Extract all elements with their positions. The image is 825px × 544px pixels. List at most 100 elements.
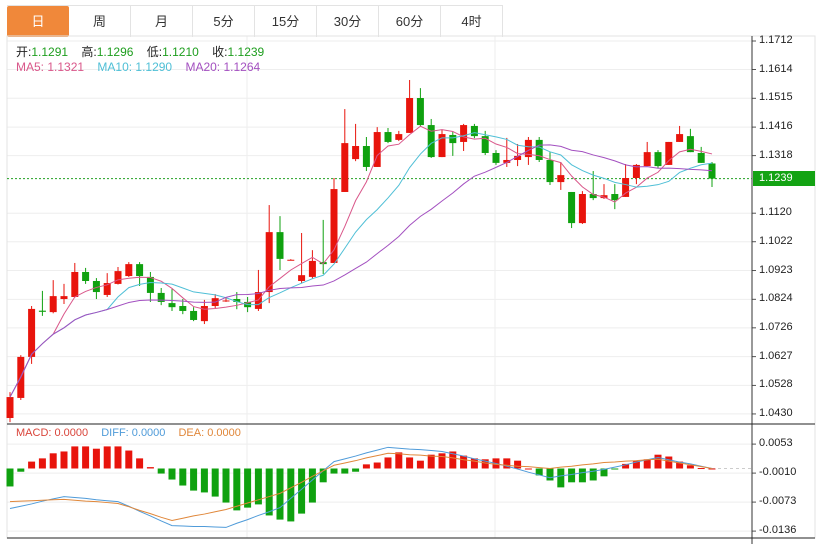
candle-body [557,175,565,183]
macd-bar [38,458,46,469]
macd-bar [578,468,586,483]
diff-value: DIFF: 0.0000 [101,427,166,439]
macd-bar [125,450,133,469]
candle-body [125,264,133,277]
candle-body [92,280,100,293]
ma10-line [9,132,713,398]
candle-body [384,132,392,142]
macd-bar [200,468,208,493]
candle-body [643,152,651,167]
candle-body [6,397,14,419]
ma5-value: MA5: 1.1321 [16,60,85,74]
macd-bar [244,468,252,508]
macd-bar [514,460,522,469]
tab-5[interactable]: 30分 [317,6,379,37]
macd-bar [632,460,640,469]
open-label: 开: [16,45,32,59]
macd-bar [697,468,705,470]
candle-body [71,271,79,297]
macd-bar [676,461,684,469]
macd-bar [319,468,327,483]
macd-bar [589,468,597,481]
price-tick: 1.0923 [759,263,793,276]
macd-bar [157,468,165,474]
ma-readout: MA5: 1.1321 MA10: 1.1290 MA20: 1.1264 [16,60,270,74]
macd-bar [92,448,100,469]
macd-bar [254,468,262,505]
diff-line [9,446,713,528]
candle-body [622,178,630,197]
price-tick: 1.1416 [759,120,793,133]
price-tick: 1.0824 [759,292,793,305]
tab-1[interactable]: 周 [69,6,131,37]
macd-bar [503,458,511,469]
candle-body [514,155,522,160]
tab-2[interactable]: 月 [131,6,193,37]
macd-bar [341,468,349,474]
macd-bar [6,468,14,487]
macd-bar [470,458,478,469]
candle-body [179,306,187,311]
candle-body [481,136,489,153]
price-tick: 1.0627 [759,349,793,362]
ma20-value: MA20: 1.1264 [185,60,261,74]
candle-body [665,141,673,165]
macd-readout: MACD: 0.0000 DIFF: 0.0000 DEA: 0.0000 [16,427,251,439]
macd-value: MACD: 0.0000 [16,427,89,439]
candle-body [287,259,295,261]
tab-7[interactable]: 4时 [441,6,503,37]
macd-bar [395,452,403,469]
candle-body [28,308,36,357]
macd-bar [71,446,79,469]
candle-body [233,299,241,302]
macd-bar [17,468,25,472]
candle-body [82,271,90,281]
price-tick: 1.1712 [759,34,793,46]
macd-bar [168,468,176,480]
candle-body [676,134,684,142]
macd-bar [222,468,230,503]
candle-body [49,296,57,313]
macd-bar [287,468,295,522]
macd-tick: -0.0010 [759,466,797,479]
candle-body [330,189,338,263]
high-value: 1.1296 [96,45,134,59]
macd-bar [308,468,316,503]
candle-body [298,275,306,281]
period-tabs: 日周月 5分 15分 30分 60分 4时 [7,5,503,37]
macd-bar [146,467,154,469]
candle-body [524,139,532,158]
macd-bar [427,454,435,469]
macd-bar [600,468,608,477]
macd-bar [557,468,565,488]
price-tick: 1.0528 [759,378,793,391]
tab-3[interactable]: 5分 [193,6,255,37]
candle-body [395,134,403,140]
candle-body [114,271,122,284]
candle-body [568,191,576,224]
tab-4[interactable]: 15分 [255,6,317,37]
candle-body [470,125,478,137]
candle-body [276,232,284,259]
macd-bar [190,468,198,491]
candle-body [427,125,435,158]
macd-bar [373,462,381,469]
tab-0[interactable]: 日 [7,6,69,37]
price-tick: 1.1515 [759,91,793,104]
candle-body [697,152,705,163]
macd-bar [622,463,630,469]
candle-body [362,146,370,167]
candle-body [460,125,468,142]
macd-bar [330,468,338,474]
macd-bar [352,468,360,472]
candle-body [708,163,716,179]
macd-bar [233,468,241,511]
candle-body [254,292,262,309]
candle-body [265,232,273,293]
macd-tick: -0.0073 [759,495,797,508]
candle-body [503,159,511,163]
macd-bar [265,468,273,516]
tab-6[interactable]: 60分 [379,6,441,37]
close-label: 收: [212,45,228,59]
